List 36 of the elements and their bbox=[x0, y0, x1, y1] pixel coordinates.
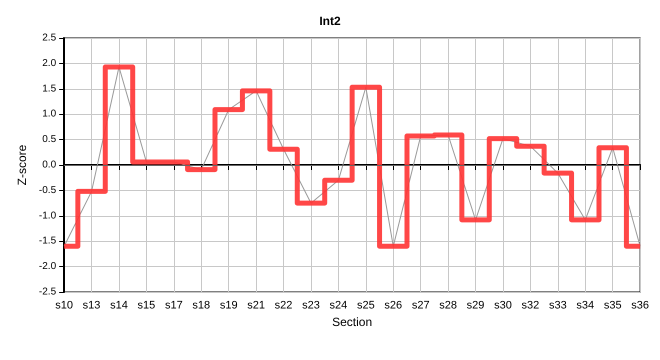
x-tick-label: s30 bbox=[494, 300, 512, 312]
x-tick-label: s28 bbox=[439, 300, 458, 312]
x-tick-label: s22 bbox=[274, 300, 292, 312]
x-tick-label: s36 bbox=[631, 300, 650, 312]
x-tick-label: s27 bbox=[412, 300, 430, 312]
x-tick-label: s18 bbox=[192, 300, 210, 312]
x-tick-label: s21 bbox=[247, 300, 266, 312]
x-tick-label: s15 bbox=[138, 300, 156, 312]
x-tick-label: s10 bbox=[55, 300, 74, 312]
y-tick-label: -0.5 bbox=[38, 184, 57, 196]
x-tick-label: s23 bbox=[302, 300, 320, 312]
x-tick-label: s29 bbox=[466, 300, 484, 312]
x-tick-label: s14 bbox=[110, 300, 128, 312]
y-tick-label: -1.0 bbox=[38, 210, 57, 222]
x-tick-label: s25 bbox=[356, 300, 375, 312]
x-tick-label: s17 bbox=[164, 300, 183, 312]
y-tick-label: 0.0 bbox=[42, 160, 57, 170]
x-tick-label: s33 bbox=[548, 300, 567, 312]
y-tick-label: -2.0 bbox=[38, 261, 57, 272]
y-tick-label: 1.0 bbox=[42, 108, 57, 120]
x-tick-label: s13 bbox=[82, 300, 100, 312]
y-tick-label: -2.5 bbox=[38, 286, 57, 298]
y-tick-label: 2.0 bbox=[42, 58, 57, 69]
y-axis-title: Z-score bbox=[15, 144, 29, 186]
x-tick-label: s24 bbox=[330, 300, 348, 312]
x-tick-label: s32 bbox=[522, 300, 540, 312]
y-tick-label: -1.5 bbox=[38, 236, 57, 247]
chart-title: Int2 bbox=[319, 14, 341, 28]
x-tick-label: s19 bbox=[220, 300, 238, 312]
y-tick-label: 0.5 bbox=[42, 134, 57, 146]
x-axis-title: Section bbox=[332, 314, 372, 329]
x-tick-label: s34 bbox=[576, 300, 594, 312]
x-tick-label: s26 bbox=[384, 300, 402, 312]
y-tick-label: 2.5 bbox=[42, 32, 57, 44]
y-tick-label: 1.5 bbox=[42, 83, 57, 94]
x-tick-label: s35 bbox=[604, 300, 622, 312]
